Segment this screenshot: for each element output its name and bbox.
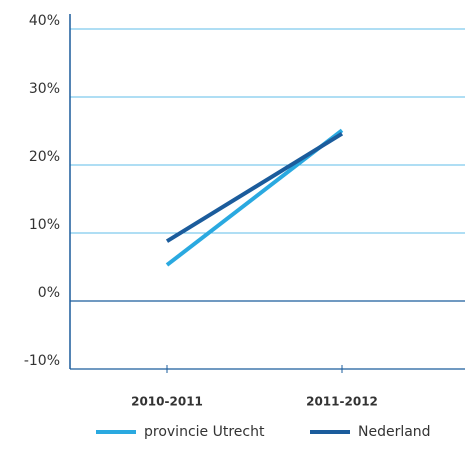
y-tick-label: -10%	[24, 353, 60, 369]
y-tick-label: 10%	[29, 217, 60, 233]
y-tick-label: 0%	[38, 285, 60, 301]
y-tick-label: 40%	[29, 13, 60, 29]
x-tick-label: 2011-2012	[306, 395, 378, 409]
y-tick-label: 20%	[29, 149, 60, 165]
y-tick-label: 30%	[29, 81, 60, 97]
legend-label: Nederland	[358, 424, 431, 440]
x-tick-label: 2010-2011	[131, 395, 203, 409]
series-line	[165, 132, 344, 243]
legend-label: provincie Utrecht	[144, 424, 265, 440]
